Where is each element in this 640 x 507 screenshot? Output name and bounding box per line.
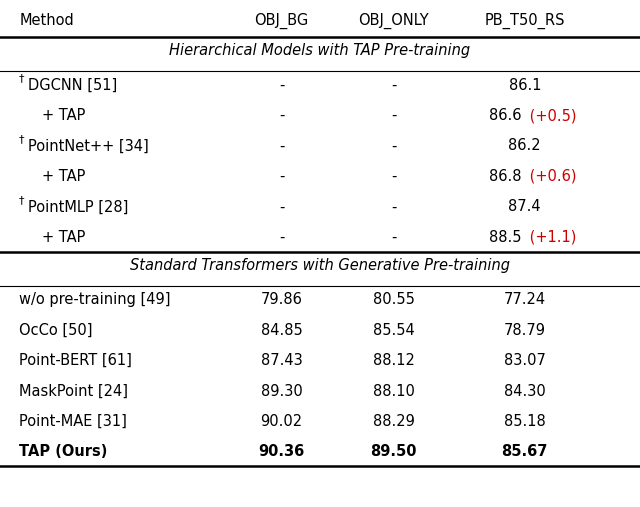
Text: 87.43: 87.43 <box>260 353 303 368</box>
Text: w/o pre-training [49]: w/o pre-training [49] <box>19 293 171 307</box>
Text: Point-MAE [31]: Point-MAE [31] <box>19 414 127 429</box>
Text: -: - <box>391 78 396 93</box>
Text: 88.12: 88.12 <box>372 353 415 368</box>
Text: PB_T50_RS: PB_T50_RS <box>484 13 565 29</box>
Text: 79.86: 79.86 <box>260 293 303 307</box>
Text: -: - <box>391 169 396 184</box>
Text: -: - <box>279 78 284 93</box>
Text: 85.67: 85.67 <box>502 445 548 459</box>
Text: -: - <box>391 199 396 214</box>
Text: 88.5: 88.5 <box>489 230 522 245</box>
Text: 83.07: 83.07 <box>504 353 546 368</box>
Text: Method: Method <box>19 13 74 28</box>
Text: + TAP: + TAP <box>42 169 85 184</box>
Text: 84.30: 84.30 <box>504 384 546 399</box>
Text: OBJ_BG: OBJ_BG <box>255 13 308 29</box>
Text: OcCo [50]: OcCo [50] <box>19 323 93 338</box>
Text: 78.79: 78.79 <box>504 323 546 338</box>
Text: 89.50: 89.50 <box>371 445 417 459</box>
Text: -: - <box>279 169 284 184</box>
Text: + TAP: + TAP <box>42 108 85 123</box>
Text: Point-BERT [61]: Point-BERT [61] <box>19 353 132 368</box>
Text: PointMLP [28]: PointMLP [28] <box>28 199 128 214</box>
Text: TAP (Ours): TAP (Ours) <box>19 445 108 459</box>
Text: †: † <box>19 195 25 205</box>
Text: 87.4: 87.4 <box>509 199 541 214</box>
Text: 88.10: 88.10 <box>372 384 415 399</box>
Text: †: † <box>19 74 25 84</box>
Text: MaskPoint [24]: MaskPoint [24] <box>19 384 128 399</box>
Text: 89.30: 89.30 <box>260 384 303 399</box>
Text: †: † <box>19 134 25 144</box>
Text: 86.8: 86.8 <box>489 169 522 184</box>
Text: 80.55: 80.55 <box>372 293 415 307</box>
Text: -: - <box>391 230 396 245</box>
Text: -: - <box>279 199 284 214</box>
Text: (+0.5): (+0.5) <box>525 108 576 123</box>
Text: + TAP: + TAP <box>42 230 85 245</box>
Text: 77.24: 77.24 <box>504 293 546 307</box>
Text: 90.36: 90.36 <box>259 445 305 459</box>
Text: -: - <box>279 230 284 245</box>
Text: 90.02: 90.02 <box>260 414 303 429</box>
Text: 85.54: 85.54 <box>372 323 415 338</box>
Text: -: - <box>391 138 396 154</box>
Text: (+1.1): (+1.1) <box>525 230 576 245</box>
Text: OBJ_ONLY: OBJ_ONLY <box>358 13 429 29</box>
Text: Hierarchical Models with TAP Pre-training: Hierarchical Models with TAP Pre-trainin… <box>170 43 470 58</box>
Text: -: - <box>279 108 284 123</box>
Text: -: - <box>279 138 284 154</box>
Text: Standard Transformers with Generative Pre-training: Standard Transformers with Generative Pr… <box>130 258 510 273</box>
Text: (+0.6): (+0.6) <box>525 169 576 184</box>
Text: 86.2: 86.2 <box>509 138 541 154</box>
Text: 88.29: 88.29 <box>372 414 415 429</box>
Text: 84.85: 84.85 <box>260 323 303 338</box>
Text: PointNet++ [34]: PointNet++ [34] <box>28 138 148 154</box>
Text: 86.6: 86.6 <box>489 108 522 123</box>
Text: DGCNN [51]: DGCNN [51] <box>28 78 116 93</box>
Text: 85.18: 85.18 <box>504 414 546 429</box>
Text: -: - <box>391 108 396 123</box>
Text: 86.1: 86.1 <box>509 78 541 93</box>
